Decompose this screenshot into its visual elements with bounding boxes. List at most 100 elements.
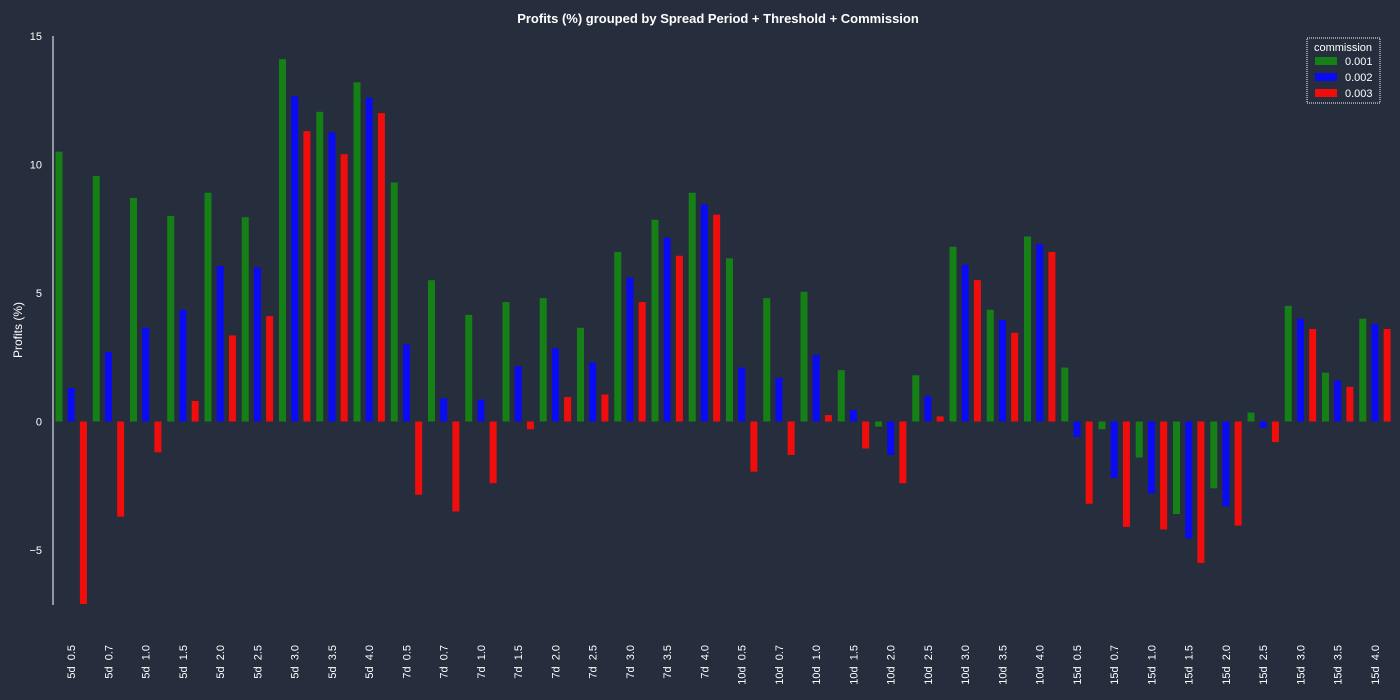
legend-label-0.002[interactable]: 0.002	[1345, 72, 1373, 84]
x-tick-label: 15d 2.5	[1258, 645, 1270, 685]
bar-0.003-29	[1122, 421, 1130, 527]
bar-0.003-5	[228, 335, 236, 422]
bar-0.003-18	[713, 214, 721, 422]
bar-0.002-1	[67, 388, 75, 422]
x-tick-labels: 5d 0.5 5d 0.7 5d 1.0 5d 1.5 5d 2.0 5d 2.5 5d 3…	[66, 645, 1382, 685]
bar-0.002-28	[1073, 421, 1081, 437]
bar-0.003-14	[564, 397, 572, 422]
y-tick-label: −5	[29, 545, 42, 557]
bar-0.002-14	[551, 348, 559, 422]
bar-0.002-36	[1371, 323, 1379, 422]
bar-0.002-11	[440, 398, 448, 422]
x-tick-label: 7d 4.0	[700, 645, 712, 679]
bar-0.003-4	[191, 400, 199, 422]
bar-0.003-1	[79, 421, 87, 604]
bar-0.001-5	[204, 192, 212, 422]
bar-0.003-7	[303, 131, 311, 422]
y-tick-label: 15	[30, 31, 42, 43]
bar-0.001-15	[577, 327, 584, 422]
bar-0.003-3	[154, 421, 162, 453]
bar-0.003-17	[675, 255, 683, 422]
bar-0.003-30	[1160, 421, 1168, 530]
bar-0.003-15	[601, 394, 609, 422]
bar-0.001-29	[1098, 421, 1106, 430]
bar-0.003-2	[117, 421, 125, 517]
bar-0.003-32	[1234, 421, 1242, 526]
legend-label-0.001[interactable]: 0.001	[1345, 56, 1373, 68]
bar-0.002-5	[216, 266, 224, 422]
bar-0.001-11	[428, 280, 435, 422]
bar-0.001-2	[92, 176, 100, 422]
bar-0.003-28	[1085, 421, 1093, 504]
x-tick-label: 7d 2.0	[551, 645, 563, 679]
x-tick-label: 15d 4.0	[1370, 645, 1382, 685]
x-tick-label: 15d 1.0	[1147, 645, 1159, 685]
bar-0.001-18	[688, 192, 696, 422]
bar-0.003-13	[526, 421, 534, 430]
x-tick-label: 7d 1.5	[513, 645, 525, 679]
legend-swatch-0.003	[1315, 89, 1337, 97]
bar-0.002-9	[365, 97, 373, 422]
x-tick-label: 15d 3.0	[1296, 645, 1308, 685]
bar-0.002-24	[924, 395, 932, 422]
bar-0.003-31	[1197, 421, 1205, 563]
bar-0.003-19	[750, 421, 758, 472]
bar-0.001-10	[390, 182, 398, 422]
bar-0.003-21	[824, 415, 832, 422]
bar-0.002-16	[626, 277, 634, 422]
bar-0.002-32	[1222, 421, 1230, 507]
bar-0.002-8	[328, 132, 336, 422]
x-tick-label: 10d 0.7	[774, 645, 786, 685]
bar-0.002-29	[1110, 421, 1118, 479]
bar-0.001-1	[55, 151, 63, 422]
x-tick-label: 5d 2.0	[215, 645, 227, 679]
bar-0.001-7	[279, 59, 286, 422]
bar-0.002-31	[1185, 421, 1193, 539]
bar-0.002-22	[849, 409, 857, 422]
x-tick-label: 7d 0.5	[401, 645, 413, 679]
bar-0.001-22	[837, 370, 845, 422]
x-tick-label: 7d 1.0	[476, 645, 488, 679]
bar-0.003-6	[266, 316, 274, 422]
bar-0.003-24	[936, 416, 944, 422]
bar-0.002-3	[142, 327, 150, 422]
bar-0.003-35	[1346, 386, 1354, 422]
legend-items: 0.001 0.002 0.003	[1315, 56, 1373, 100]
x-tick-label: 7d 3.5	[662, 645, 674, 679]
bar-0.002-17	[663, 237, 671, 422]
y-tick-label: 0	[36, 417, 42, 429]
bar-0.001-33	[1247, 412, 1255, 422]
bar-0.001-28	[1061, 367, 1069, 422]
y-tick-label: 5	[36, 288, 42, 300]
legend-label-0.003[interactable]: 0.003	[1345, 88, 1373, 100]
bar-0.002-18	[700, 204, 708, 422]
y-axis-label: Profits (%)	[11, 302, 25, 358]
legend-title: commission	[1314, 42, 1372, 54]
y-tick-label: 10	[30, 160, 42, 172]
x-tick-label: 5d 1.0	[141, 645, 153, 679]
y-ticks: 15 10 5 0 −5	[29, 31, 42, 557]
chart-title: Profits (%) grouped by Spread Period + T…	[517, 11, 919, 26]
bar-0.001-31	[1173, 421, 1180, 515]
legend-swatch-0.002	[1315, 73, 1337, 81]
x-tick-label: 5d 1.5	[178, 645, 190, 679]
bar-0.003-8	[340, 154, 348, 422]
bar-0.001-34	[1284, 305, 1292, 422]
bar-0.002-35	[1334, 380, 1342, 422]
bar-0.003-11	[452, 421, 460, 512]
x-tick-label: 5d 3.0	[290, 645, 302, 679]
bar-0.002-19	[738, 367, 746, 422]
bar-0.001-21	[800, 291, 808, 422]
bar-0.003-25	[973, 280, 981, 422]
legend[interactable]: commission 0.001 0.002 0.003	[1306, 37, 1381, 104]
x-tick-label: 15d 2.0	[1221, 645, 1233, 685]
bar-0.002-25	[961, 264, 969, 422]
bar-0.001-4	[167, 215, 175, 422]
x-tick-label: 10d 3.5	[998, 645, 1010, 685]
bar-0.002-7	[291, 96, 299, 422]
bar-0.001-12	[465, 314, 473, 422]
bar-0.003-22	[862, 421, 870, 449]
bar-0.003-33	[1271, 421, 1279, 443]
bar-0.001-23	[875, 421, 882, 427]
bar-0.001-3	[130, 197, 137, 422]
